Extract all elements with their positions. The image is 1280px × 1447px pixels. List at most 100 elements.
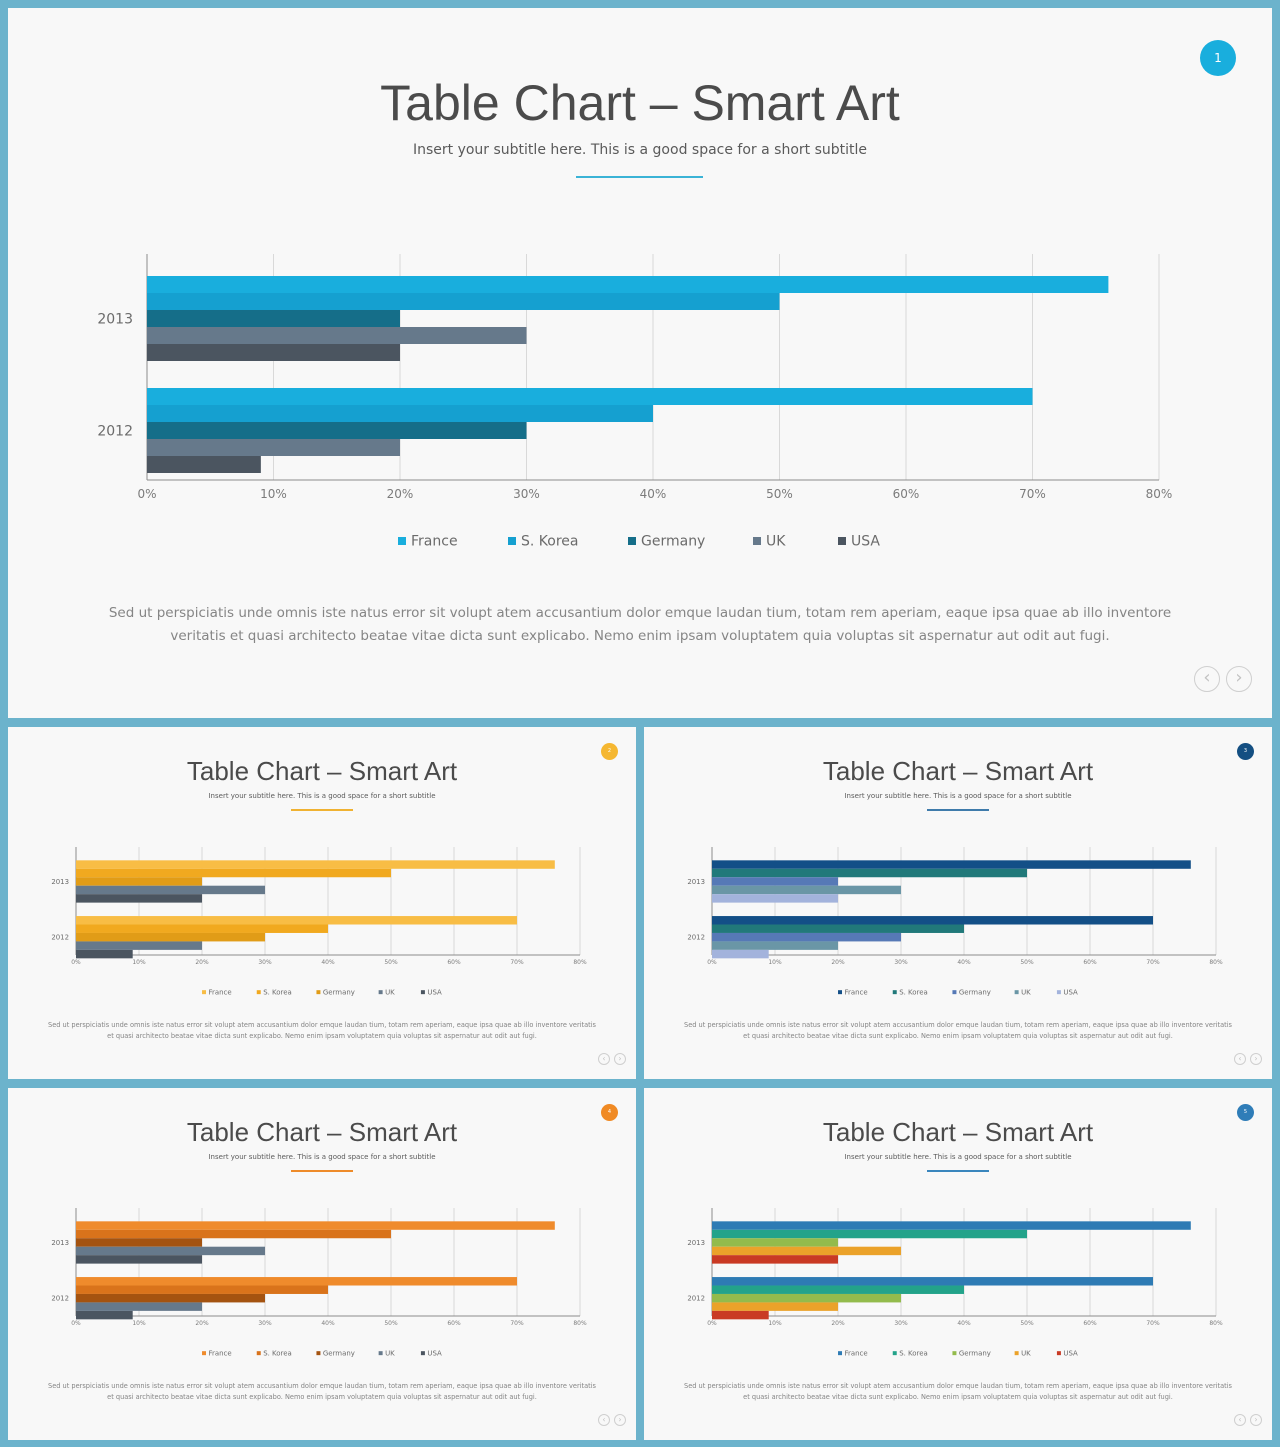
subtitle-underline [927,809,989,811]
legend-swatch [508,537,516,545]
slide-thumbnail-2[interactable]: Table Chart – Smart Art Insert your subt… [8,727,636,1079]
bar [712,1229,1027,1239]
x-tick-label: 30% [894,1320,908,1327]
bar [76,1255,202,1264]
bar-chart: 0% 10% 20% 30% 40% 50% 60% 70% 80% 2013 2012 France… [51,1208,587,1357]
slide-subtitle: Insert your subtitle here. This is a goo… [844,1153,1072,1161]
x-tick-label: 10% [768,959,782,966]
bar [76,1285,328,1294]
legend-label: UK [1021,1349,1031,1357]
legend-swatch [892,1351,897,1356]
bar [76,924,328,933]
bar [712,949,769,959]
x-tick-label: 0% [707,959,717,966]
nav-prev-icon[interactable]: ‹ [1234,1053,1246,1065]
x-tick-label: 60% [893,487,920,501]
nav-next-icon[interactable]: › [1250,1414,1262,1426]
x-tick-label: 0% [71,959,81,966]
y-category-label: 2012 [687,1295,705,1303]
x-tick-label: 40% [957,959,971,966]
bar [712,1293,901,1303]
bar [76,916,517,925]
bar [712,868,1027,878]
bar [147,456,261,473]
x-tick-label: 50% [1020,1320,1034,1327]
slide-title: Table Chart – Smart Art [186,1117,458,1147]
slide-title: Table Chart – Smart Art [380,75,900,131]
slide-thumbnail-5[interactable]: Table Chart – Smart Art Insert your subt… [644,1088,1272,1440]
nav-prev-icon[interactable]: ‹ [1234,1414,1246,1426]
x-tick-label: 20% [195,959,209,966]
legend-swatch [892,990,897,995]
x-tick-label: 50% [766,487,793,501]
legend-label: S. Korea [263,1349,292,1357]
legend-swatch [256,990,261,995]
legend-label: Germany [959,988,991,996]
nav-prev-icon[interactable]: ‹ [1194,666,1220,692]
bar [76,932,265,942]
y-category-label: 2012 [51,934,69,942]
nav-next-icon[interactable]: › [614,1414,626,1426]
slide-thumbnail-4[interactable]: Table Chart – Smart Art Insert your subt… [8,1088,636,1440]
x-tick-label: 10% [260,487,287,501]
x-tick-label: 50% [384,1320,398,1327]
slide-title: Table Chart – Smart Art [186,756,458,786]
nav-next-icon[interactable]: › [1250,1053,1262,1065]
bar [76,1221,555,1230]
x-tick-label: 40% [640,487,667,501]
legend-swatch [1056,1351,1061,1356]
slide-thumbnail-3[interactable]: Table Chart – Smart Art Insert your subt… [644,727,1272,1079]
x-tick-label: 10% [768,1320,782,1327]
bar [147,293,780,310]
legend-swatch [316,1351,321,1356]
x-tick-label: 40% [321,1320,335,1327]
legend-swatch [378,1351,383,1356]
legend-label: USA [851,534,880,550]
bar [76,877,202,886]
bar [712,1310,769,1320]
bar [712,894,838,903]
bar [712,877,838,886]
legend-label: S. Korea [899,988,928,996]
legend-label: UK [766,534,786,550]
bar [712,1238,838,1247]
legend-label: S. Korea [263,988,292,996]
x-tick-label: 60% [1083,959,1097,966]
legend-swatch [420,1351,425,1356]
x-tick-label: 30% [258,959,272,966]
legend-swatch [1014,990,1019,995]
body-paragraph: Sed ut perspiciatis unde omnis iste natu… [48,1382,596,1401]
bar [76,1246,265,1256]
slide-number-badge: 2 [601,743,618,760]
nav-prev-icon[interactable]: ‹ [598,1053,610,1065]
x-tick-label: 20% [195,1320,209,1327]
nav-prev-icon[interactable]: ‹ [598,1414,610,1426]
bar [76,1277,517,1286]
legend-swatch [838,537,846,545]
slide-title: Table Chart – Smart Art [822,1117,1094,1147]
x-tick-label: 70% [1019,487,1046,501]
legend-label: France [844,1349,867,1357]
slide-subtitle: Insert your subtitle here. This is a goo… [208,1153,436,1161]
bar [147,439,400,456]
bar [76,949,133,959]
nav-next-icon[interactable]: › [614,1053,626,1065]
legend-swatch [952,1351,957,1356]
x-tick-label: 50% [1020,959,1034,966]
bar [147,388,1033,405]
bar [712,941,838,950]
y-category-label: 2012 [97,424,133,440]
x-tick-label: 20% [831,959,845,966]
nav-next-icon[interactable]: › [1226,666,1252,692]
slide-number-badge: 4 [601,1104,618,1121]
x-tick-label: 50% [384,959,398,966]
bar-chart: 0% 10% 20% 30% 40% 50% 60% 70% 80% 2013 2012 France… [687,1208,1223,1357]
x-tick-label: 30% [513,487,540,501]
legend-label: USA [427,1349,442,1357]
legend-swatch [316,990,321,995]
legend-label: USA [1063,988,1078,996]
bar [712,1302,838,1311]
slide-number-badge: 5 [1237,1104,1254,1121]
bar [76,1229,391,1239]
subtitle-underline [576,176,703,178]
